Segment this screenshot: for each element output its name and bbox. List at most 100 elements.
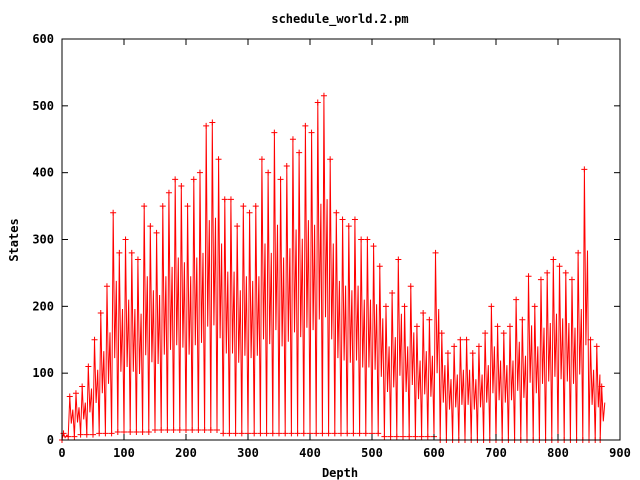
data-point-marker: [240, 203, 247, 210]
y-tick-label: 300: [32, 233, 54, 247]
data-point-marker: [170, 426, 177, 433]
data-point-marker: [251, 430, 258, 437]
data-point-marker: [189, 426, 196, 433]
data-point-marker: [401, 303, 408, 310]
data-point-marker: [575, 249, 582, 256]
data-point-marker: [145, 428, 152, 435]
data-point-marker: [65, 433, 72, 440]
data-point-marker: [598, 383, 605, 390]
data-point-marker: [531, 303, 538, 310]
data-point-marker: [121, 428, 127, 435]
data-point-marker: [488, 303, 495, 310]
data-point-marker: [79, 383, 86, 390]
x-tick-label: 300: [237, 446, 259, 460]
data-point-marker: [358, 236, 365, 243]
data-point-marker: [308, 129, 315, 136]
data-point-marker: [97, 310, 104, 317]
x-tick-label: 900: [609, 446, 631, 460]
data-point-marker: [103, 283, 110, 290]
data-point-marker: [133, 428, 140, 435]
data-point-marker: [407, 283, 414, 290]
data-point-marker: [389, 289, 396, 296]
data-point-marker: [457, 336, 464, 343]
data-point-marker: [203, 122, 210, 129]
data-point-marker: [276, 430, 282, 437]
data-point-marker: [475, 343, 482, 350]
data-point-marker: [319, 430, 326, 437]
y-tick-label: 0: [47, 433, 54, 447]
data-point-marker: [294, 430, 301, 437]
plot-area: [59, 92, 606, 443]
data-point-marker: [500, 330, 507, 337]
data-point-marker: [215, 156, 222, 163]
data-point-marker: [207, 426, 214, 433]
data-point-marker: [277, 176, 284, 183]
data-point-marker: [314, 99, 321, 106]
data-point-marker: [333, 209, 340, 216]
data-point-marker: [327, 156, 334, 163]
data-point-marker: [395, 256, 402, 263]
data-point-marker: [289, 136, 296, 143]
data-point-marker: [556, 263, 563, 270]
data-point-marker: [370, 243, 377, 250]
data-point-marker: [469, 350, 476, 357]
data-point-marker: [91, 336, 98, 343]
data-point-marker: [350, 430, 357, 437]
data-point-marker: [356, 430, 363, 437]
series-line: [61, 95, 606, 441]
data-point-marker: [376, 263, 383, 270]
data-point-marker: [418, 433, 425, 440]
data-point-marker: [257, 430, 264, 437]
data-point-marker: [424, 433, 431, 440]
data-point-marker: [344, 430, 351, 437]
data-point-marker: [393, 433, 400, 440]
data-point-marker: [66, 393, 73, 400]
data-point-marker: [127, 428, 134, 435]
data-point-marker: [153, 229, 160, 236]
data-point-marker: [220, 430, 227, 437]
data-point-marker: [283, 162, 290, 169]
x-tick-label: 400: [299, 446, 321, 460]
data-point-marker: [544, 269, 551, 276]
data-point-marker: [400, 433, 406, 440]
data-point-marker: [300, 430, 307, 437]
data-point-marker: [196, 169, 203, 176]
data-point-marker: [271, 129, 278, 136]
data-point-marker: [562, 269, 569, 276]
x-axis-label: Depth: [322, 466, 358, 480]
data-point-marker: [128, 249, 135, 256]
data-point-marker: [593, 343, 600, 350]
data-point-marker: [172, 176, 179, 183]
data-point-marker: [159, 203, 166, 210]
data-point-marker: [345, 223, 352, 230]
data-point-marker: [72, 390, 79, 397]
data-point-marker: [77, 431, 84, 438]
data-point-marker: [258, 156, 265, 163]
data-point-marker: [387, 433, 394, 440]
data-point-marker: [282, 430, 289, 437]
data-point-marker: [122, 236, 129, 243]
data-point-marker: [90, 431, 96, 438]
data-point-marker: [83, 431, 90, 438]
data-point-marker: [164, 426, 171, 433]
data-point-marker: [246, 209, 253, 216]
data-point-marker: [375, 430, 382, 437]
data-point-marker: [110, 209, 117, 216]
data-point-marker: [214, 426, 220, 433]
data-point-marker: [265, 169, 272, 176]
data-point-marker: [141, 203, 148, 210]
data-point-marker: [209, 119, 216, 126]
data-point-marker: [96, 430, 103, 437]
data-point-marker: [195, 426, 202, 433]
data-point-marker: [227, 196, 234, 203]
data-point-marker: [238, 430, 245, 437]
data-point-marker: [134, 256, 141, 263]
y-tick-label: 600: [32, 32, 54, 46]
data-point-marker: [382, 303, 389, 310]
data-point-marker: [102, 430, 109, 437]
y-tick-label: 500: [32, 99, 54, 113]
data-point-marker: [201, 426, 208, 433]
data-point-marker: [519, 316, 526, 323]
